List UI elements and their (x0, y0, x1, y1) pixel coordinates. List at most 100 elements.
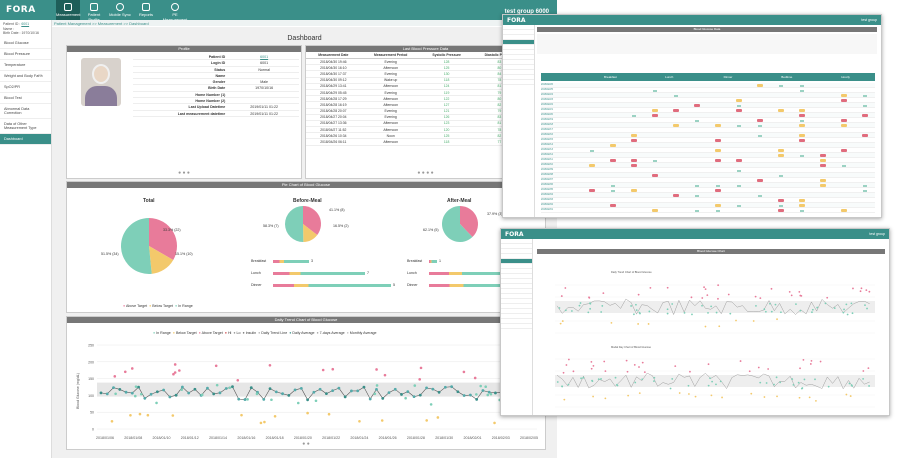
nav-reports[interactable]: Reports (134, 0, 158, 20)
trend-panel: Daily Trend Chart of Blood Glucose Date … (66, 316, 546, 450)
glucose-point (375, 384, 379, 387)
glucose-point (425, 419, 428, 422)
sidebar-item-dashboard[interactable]: Dashboard (0, 133, 51, 145)
breadcrumb[interactable]: Patient Management >> Measurement >> Das… (54, 21, 149, 26)
table-row: 2018/02/22 (541, 103, 875, 108)
page-title: Dashboard (287, 35, 322, 42)
nav-patient-profile[interactable]: Patient Profile (82, 0, 106, 22)
glucose-point (259, 421, 263, 425)
table-row: 2018/02/07 (541, 178, 875, 183)
glucose-point (263, 420, 266, 424)
profile-row: Home Number (2) (133, 98, 299, 105)
table-cell: Evening (360, 114, 421, 121)
trend-legend: ● In Range ● Below Target ● Above Target… (153, 331, 377, 335)
glucose-point (155, 401, 158, 405)
x-tick-label: 2018/01/20 (294, 436, 312, 440)
table-cell: 79 (472, 108, 527, 115)
glucose-point (436, 416, 440, 419)
sidebar-item-temperature[interactable]: Temperature (0, 60, 51, 71)
trend-point (331, 389, 335, 393)
sidebar-item-spo2[interactable]: SpO2/PR (0, 82, 51, 93)
before-label-below: 16.5% (2) (333, 224, 349, 228)
fora-logo: FORA (6, 5, 36, 15)
overlay-modal-day-chart (555, 358, 875, 408)
profile-row: Status Normal (133, 67, 299, 73)
trend-point (243, 398, 247, 401)
table-cell: Afternoon (360, 95, 421, 103)
table-cell: Afternoon (360, 64, 421, 72)
table-cell: 130 (420, 70, 473, 78)
total-title: Total (143, 198, 155, 204)
y-tick-label: 150 (88, 377, 94, 381)
trend-point (118, 388, 122, 391)
sidebar-item-blood-test[interactable]: Blood Test (0, 93, 51, 104)
carousel-dots[interactable]: ● ● ● ● (417, 170, 434, 176)
sidebar: Patient ID : 6001 Name : Birth Date : 19… (0, 20, 52, 458)
sidebar-item-blood-glucose[interactable]: Blood Glucose (0, 38, 51, 49)
trend-point (293, 388, 297, 392)
nav-measurement[interactable]: Measurement (56, 0, 80, 20)
main-area: Dashboard Profile Patient ID 6001 Login ID… (52, 27, 557, 458)
trend-point (443, 385, 447, 389)
trend-point (268, 387, 272, 391)
table-cell: 83 (472, 114, 527, 121)
table-cell: 2018/04/29 13:41 (306, 83, 361, 90)
meal-bar-value: 3 (311, 259, 313, 263)
sidebar-item-other-measurement[interactable]: Data of Other Measurement Type (0, 119, 51, 134)
glucose-point (413, 384, 417, 387)
glucose-point (178, 369, 181, 372)
glucose-point (375, 368, 378, 371)
table-row: 2018/02/26 (541, 83, 875, 88)
table-row: 2018/02/01 (541, 208, 875, 213)
trend-point (212, 392, 216, 396)
trend-point (206, 386, 209, 390)
trend-point (337, 386, 341, 390)
glucose-point (228, 386, 232, 390)
carousel-dots[interactable]: ● ● ● (178, 170, 190, 176)
overlay-sidebar (501, 239, 533, 415)
before-label-above: 41.1% (8) (329, 208, 345, 212)
x-tick-label: 2018/01/12 (181, 436, 199, 440)
nav-mobile-sync[interactable]: Mobile Sync (108, 0, 132, 20)
table-row: 2018/02/04 (541, 193, 875, 198)
x-tick-label: 2018/01/08 (124, 436, 142, 440)
table-cell: 119 (420, 89, 473, 97)
table-row: 2018/02/05 (541, 188, 875, 193)
table-row: 2018/02/20 (541, 113, 875, 118)
trend-point (318, 387, 322, 391)
table-row: 2018/02/12 (541, 153, 875, 158)
table-cell: 2018/04/28 20:07 (306, 108, 361, 115)
before-meal-title: Before-Meal (293, 198, 322, 204)
trend-point (312, 390, 316, 394)
x-tick-label: 2018/01/26 (379, 436, 397, 440)
glucose-point (246, 398, 249, 401)
glucose-point (110, 420, 114, 423)
meal-bar-label: Breakfast (251, 259, 267, 263)
trend-point (112, 386, 115, 390)
trend-point (400, 393, 403, 396)
table-cell: 124 (420, 83, 473, 90)
sidebar-item-abnormal-data[interactable]: Abnormal Data Correction (0, 104, 51, 119)
glucose-point (172, 372, 175, 376)
trend-point (137, 385, 140, 389)
trend-point (437, 390, 441, 394)
sidebar-item-blood-pressure[interactable]: Blood Pressure (0, 49, 51, 60)
trend-point (249, 386, 253, 390)
bp-header: Last Blood Pressure Data (306, 46, 545, 52)
trend-point (155, 390, 159, 394)
carousel-dots[interactable]: ● ● (302, 441, 310, 447)
table-cell: Evening (360, 70, 421, 78)
nav-pe-measurement[interactable]: PE Measurement (160, 0, 190, 22)
trend-point (487, 390, 491, 394)
trend-point (418, 393, 422, 397)
meal-bar (429, 260, 437, 263)
glucose-point (240, 413, 243, 417)
table-cell: 2018/04/30 17:37 (306, 70, 361, 78)
x-tick-label: 2018/01/16 (237, 436, 255, 440)
trend-point (162, 388, 166, 392)
meal-bar-label: Lunch (251, 271, 261, 275)
sidebar-item-weight[interactable]: Weight and Body Fat% (0, 71, 51, 82)
patient-id-link[interactable]: 6001 (21, 22, 30, 26)
table-cell: 2018/04/28 17:29 (306, 95, 361, 103)
trend-point (431, 387, 435, 391)
